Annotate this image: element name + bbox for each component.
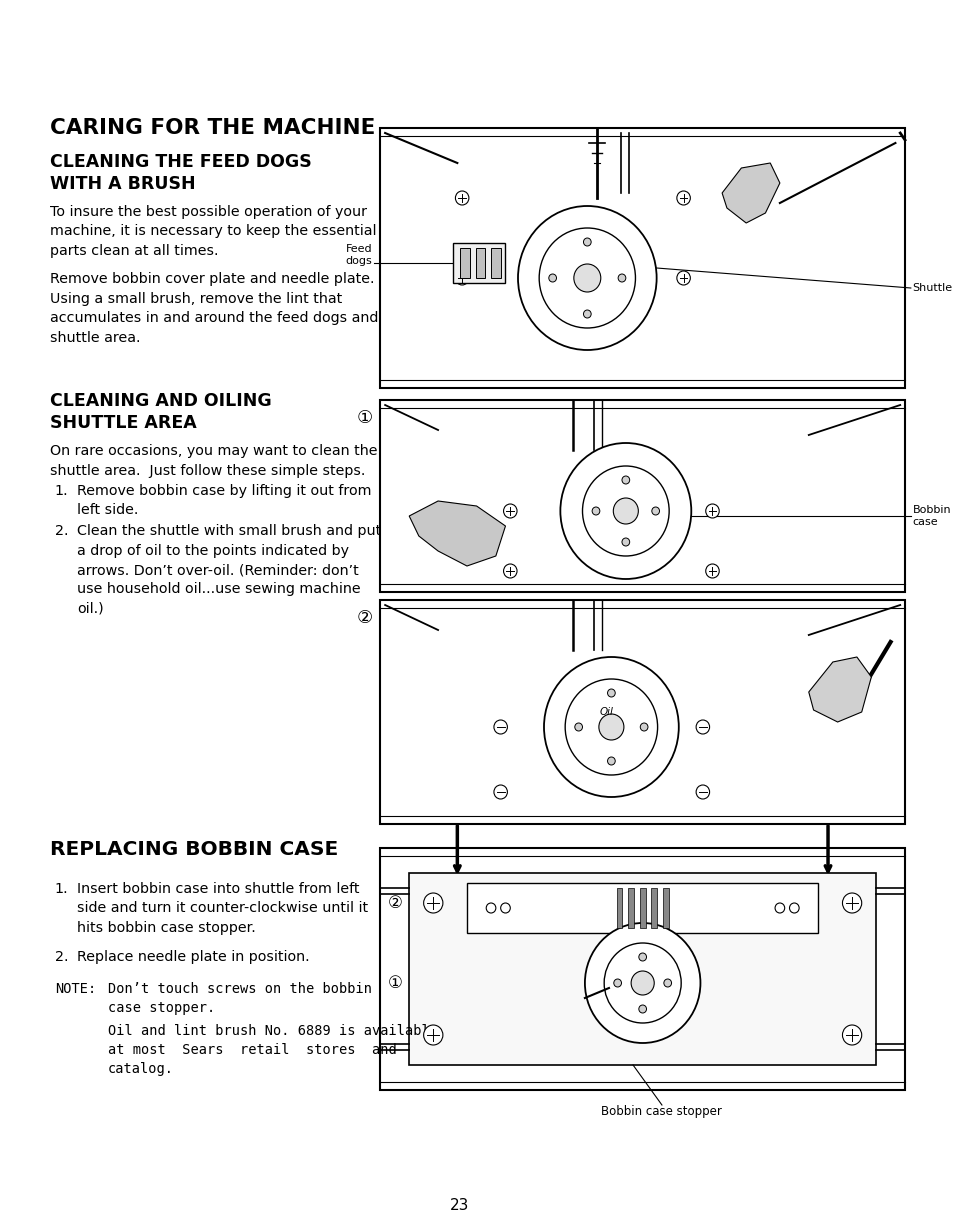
Text: NOTE:: NOTE: [55, 982, 96, 996]
Text: On rare occasions, you may want to clean the
shuttle area.  Just follow these si: On rare occasions, you may want to clean… [50, 443, 377, 478]
Circle shape [705, 503, 719, 518]
Circle shape [621, 538, 629, 546]
Circle shape [503, 564, 517, 578]
Bar [476, 247, 485, 278]
Text: 23: 23 [449, 1198, 469, 1213]
Bar [466, 883, 818, 933]
Text: Bobbin
case: Bobbin case [912, 505, 950, 527]
Bar [628, 888, 634, 929]
Circle shape [639, 723, 647, 731]
Circle shape [651, 507, 659, 514]
Circle shape [423, 893, 442, 913]
Circle shape [574, 265, 600, 292]
Bar [380, 401, 904, 592]
Text: CARING FOR THE MACHINE: CARING FOR THE MACHINE [50, 118, 375, 138]
Circle shape [455, 191, 468, 205]
Text: 2.: 2. [55, 951, 69, 964]
Circle shape [584, 922, 700, 1042]
Bar [409, 873, 875, 1065]
Text: 1.: 1. [55, 484, 69, 499]
Bar [380, 600, 904, 824]
Bar [452, 243, 505, 283]
Circle shape [486, 903, 496, 913]
Circle shape [503, 503, 517, 518]
Text: Clean the shuttle with small brush and put
a drop of oil to the points indicated: Clean the shuttle with small brush and p… [77, 524, 381, 616]
Circle shape [455, 271, 468, 285]
Circle shape [841, 1025, 861, 1045]
Circle shape [517, 206, 656, 350]
Text: ②: ② [387, 894, 402, 911]
Text: Bobbin case stopper: Bobbin case stopper [601, 1105, 721, 1118]
Text: 1.: 1. [55, 882, 69, 895]
Text: SHUTTLE AREA: SHUTTLE AREA [50, 414, 196, 432]
Text: ②: ② [356, 609, 373, 627]
Circle shape [676, 191, 690, 205]
Circle shape [500, 903, 510, 913]
Circle shape [676, 271, 690, 285]
Circle shape [613, 499, 638, 524]
Polygon shape [721, 163, 779, 223]
Circle shape [639, 953, 646, 960]
Text: Replace needle plate in position.: Replace needle plate in position. [77, 951, 310, 964]
Text: Remove bobbin cover plate and needle plate.
Using a small brush, remove the lint: Remove bobbin cover plate and needle pla… [50, 272, 378, 344]
Circle shape [621, 477, 629, 484]
Circle shape [598, 714, 623, 740]
Circle shape [607, 688, 615, 697]
Text: 2.: 2. [55, 524, 69, 538]
Circle shape [583, 310, 591, 318]
Circle shape [543, 657, 679, 797]
Circle shape [613, 979, 620, 987]
Circle shape [696, 785, 709, 799]
Text: REPLACING BOBBIN CASE: REPLACING BOBBIN CASE [50, 840, 338, 859]
Polygon shape [409, 501, 505, 566]
Circle shape [789, 903, 799, 913]
Circle shape [705, 564, 719, 578]
Circle shape [631, 971, 654, 995]
Text: CLEANING AND OILING: CLEANING AND OILING [50, 392, 272, 410]
Bar [651, 888, 657, 929]
Text: Oil and lint brush No. 6889 is available
at most  Sears  retail  stores  and
cat: Oil and lint brush No. 6889 is available… [108, 1024, 437, 1076]
Bar [459, 247, 470, 278]
Text: Feed
dogs: Feed dogs [346, 244, 373, 266]
Text: Don’t touch screws on the bobbin
case stopper.: Don’t touch screws on the bobbin case st… [108, 982, 372, 1016]
Circle shape [494, 785, 507, 799]
Circle shape [582, 466, 668, 556]
Circle shape [618, 274, 625, 282]
Circle shape [774, 903, 784, 913]
Text: Shuttle: Shuttle [912, 283, 952, 293]
Text: ①: ① [356, 409, 373, 428]
Circle shape [575, 723, 582, 731]
Circle shape [607, 757, 615, 764]
Circle shape [538, 228, 635, 328]
Text: Insert bobbin case into shuttle from left
side and turn it counter-clockwise unt: Insert bobbin case into shuttle from lef… [77, 882, 368, 935]
Bar [616, 888, 621, 929]
Circle shape [583, 238, 591, 246]
Circle shape [663, 979, 671, 987]
Circle shape [603, 943, 680, 1023]
Circle shape [559, 443, 691, 579]
Text: ①: ① [387, 974, 402, 992]
Circle shape [423, 1025, 442, 1045]
Bar [491, 247, 500, 278]
Text: WITH A BRUSH: WITH A BRUSH [50, 175, 195, 194]
Circle shape [639, 1004, 646, 1013]
Text: Oil: Oil [599, 707, 613, 717]
Bar [639, 888, 645, 929]
Circle shape [696, 720, 709, 734]
Circle shape [592, 507, 599, 514]
Circle shape [494, 720, 507, 734]
Bar [380, 127, 904, 388]
Circle shape [841, 893, 861, 913]
Text: CLEANING THE FEED DOGS: CLEANING THE FEED DOGS [50, 153, 312, 172]
Polygon shape [808, 657, 870, 722]
Circle shape [564, 679, 657, 775]
Text: Remove bobbin case by lifting it out from
left side.: Remove bobbin case by lifting it out fro… [77, 484, 371, 517]
Bar [380, 848, 904, 1090]
Bar [662, 888, 668, 929]
Text: To insure the best possible operation of your
machine, it is necessary to keep t: To insure the best possible operation of… [50, 205, 376, 258]
Circle shape [548, 274, 556, 282]
